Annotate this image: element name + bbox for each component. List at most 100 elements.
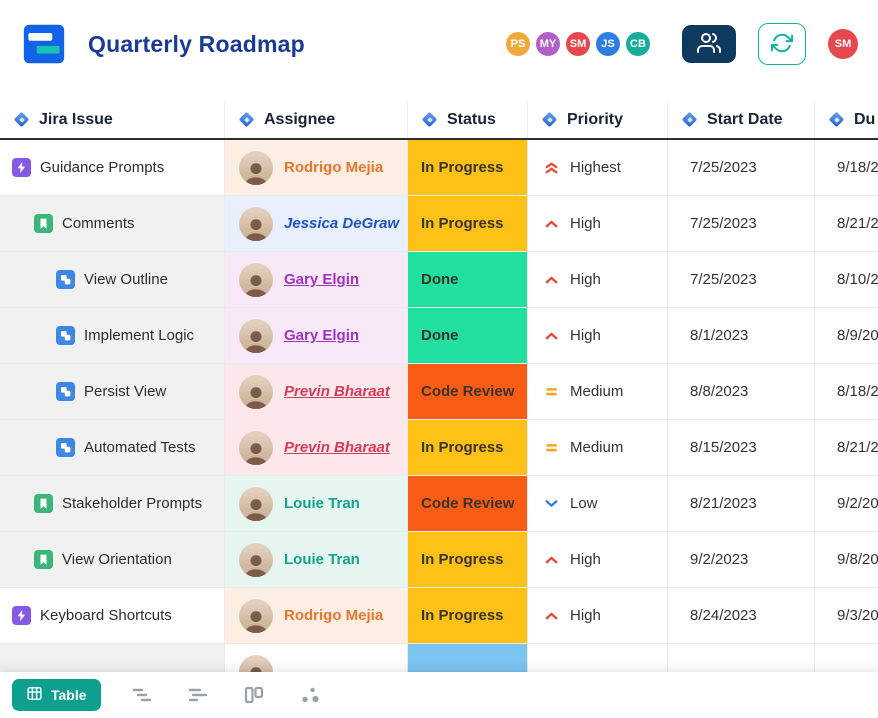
priority-icon bbox=[543, 551, 560, 568]
table-icon bbox=[26, 685, 43, 705]
collaborator-avatar[interactable]: JS bbox=[594, 30, 622, 58]
due-date-value: 9/18/2 bbox=[837, 159, 878, 176]
column-header-priority[interactable]: Priority bbox=[528, 102, 668, 138]
assignee-cell[interactable]: Previn Bharaat bbox=[225, 420, 408, 475]
jira-issue-cell[interactable]: Stakeholder Prompts bbox=[0, 476, 225, 531]
table-view-button[interactable]: Table bbox=[12, 679, 101, 711]
timeline-icon[interactable] bbox=[183, 680, 213, 710]
due-date-cell[interactable]: 8/21/2 bbox=[815, 420, 878, 475]
assignee-avatar bbox=[239, 262, 273, 297]
column-header-assignee[interactable]: Assignee bbox=[225, 102, 408, 138]
column-header-status[interactable]: Status bbox=[408, 102, 528, 138]
status-cell[interactable]: In Progress bbox=[408, 532, 528, 587]
due-date-value: 8/10/2 bbox=[837, 271, 878, 288]
status-cell[interactable]: Code Review bbox=[408, 364, 528, 419]
column-header-start-date[interactable]: Start Date bbox=[668, 102, 815, 138]
column-label: Assignee bbox=[264, 111, 336, 128]
due-date-cell[interactable]: 8/18/2 bbox=[815, 364, 878, 419]
priority-cell[interactable] bbox=[528, 644, 668, 699]
status-cell[interactable]: In Progress bbox=[408, 420, 528, 475]
priority-label: High bbox=[570, 215, 601, 232]
status-label: In Progress bbox=[421, 551, 504, 568]
collaborator-avatar[interactable]: SM bbox=[564, 30, 592, 58]
due-date-cell[interactable]: 9/18/2 bbox=[815, 140, 878, 195]
priority-cell[interactable]: High bbox=[528, 308, 668, 363]
priority-cell[interactable]: Highest bbox=[528, 140, 668, 195]
priority-cell[interactable]: High bbox=[528, 196, 668, 251]
priority-label: Medium bbox=[570, 383, 624, 400]
column-header-due-date[interactable]: Du bbox=[815, 102, 878, 138]
start-date-cell[interactable]: 8/1/2023 bbox=[668, 308, 815, 363]
status-cell[interactable]: In Progress bbox=[408, 140, 528, 195]
assignee-cell[interactable]: Rodrigo Mejia bbox=[225, 588, 408, 643]
start-date-cell[interactable]: 8/15/2023 bbox=[668, 420, 815, 475]
due-date-cell[interactable]: 9/3/20 bbox=[815, 588, 878, 643]
assignee-avatar bbox=[239, 598, 273, 633]
jira-issue-cell[interactable]: View Outline bbox=[0, 252, 225, 307]
due-date-cell[interactable]: 9/8/20 bbox=[815, 532, 878, 587]
status-cell[interactable]: Done bbox=[408, 252, 528, 307]
jira-issue-cell[interactable]: Persist View bbox=[0, 364, 225, 419]
priority-label: Highest bbox=[570, 159, 621, 176]
jira-issue-cell[interactable]: Implement Logic bbox=[0, 308, 225, 363]
jira-issue-cell[interactable]: Comments bbox=[0, 196, 225, 251]
status-cell[interactable]: Done bbox=[408, 308, 528, 363]
collaborator-avatar[interactable]: PS bbox=[504, 30, 532, 58]
start-date-cell[interactable]: 7/25/2023 bbox=[668, 252, 815, 307]
start-date-cell[interactable]: 8/21/2023 bbox=[668, 476, 815, 531]
jira-issue-cell[interactable]: Automated Tests bbox=[0, 420, 225, 475]
assignee-name: Previn Bharaat bbox=[284, 383, 390, 400]
priority-cell[interactable]: Low bbox=[528, 476, 668, 531]
assignee-avatar bbox=[239, 318, 273, 353]
status-cell[interactable]: In Progress bbox=[408, 196, 528, 251]
due-date-cell[interactable]: 9/2/20 bbox=[815, 476, 878, 531]
due-date-cell[interactable]: 8/10/2 bbox=[815, 252, 878, 307]
due-date-cell[interactable]: 8/21/2 bbox=[815, 196, 878, 251]
priority-cell[interactable]: Medium bbox=[528, 364, 668, 419]
start-date-value: 8/21/2023 bbox=[690, 495, 757, 512]
priority-cell[interactable]: High bbox=[528, 252, 668, 307]
gantt-icon[interactable] bbox=[127, 680, 157, 710]
start-date-cell[interactable]: 7/25/2023 bbox=[668, 196, 815, 251]
priority-cell[interactable]: High bbox=[528, 588, 668, 643]
assignee-cell[interactable]: Jessica DeGraw bbox=[225, 196, 408, 251]
assignee-cell[interactable]: Gary Elgin bbox=[225, 252, 408, 307]
assignee-cell[interactable]: Louie Tran bbox=[225, 476, 408, 531]
start-date-cell[interactable]: 8/24/2023 bbox=[668, 588, 815, 643]
jira-issue-cell[interactable]: Keyboard Shortcuts bbox=[0, 588, 225, 643]
assignee-name: Jessica DeGraw bbox=[284, 215, 400, 232]
assignee-cell[interactable]: Rodrigo Mejia bbox=[225, 140, 408, 195]
status-label: Code Review bbox=[421, 495, 515, 512]
network-icon[interactable] bbox=[295, 680, 325, 710]
collaborator-avatar[interactable]: MY bbox=[534, 30, 562, 58]
assignee-cell[interactable]: Louie Tran bbox=[225, 532, 408, 587]
assignee-cell[interactable]: Gary Elgin bbox=[225, 308, 408, 363]
start-date-value: 9/2/2023 bbox=[690, 551, 749, 568]
jira-issue-cell[interactable]: Guidance Prompts bbox=[0, 140, 225, 195]
priority-icon bbox=[543, 215, 560, 232]
start-date-cell[interactable]: 7/25/2023 bbox=[668, 140, 815, 195]
board-icon[interactable] bbox=[239, 680, 269, 710]
status-cell[interactable]: Code Review bbox=[408, 476, 528, 531]
assignee-cell[interactable]: Previn Bharaat bbox=[225, 364, 408, 419]
status-cell[interactable]: In Progress bbox=[408, 588, 528, 643]
share-team-button[interactable] bbox=[682, 25, 736, 63]
priority-cell[interactable]: Medium bbox=[528, 420, 668, 475]
column-header-jira-issue[interactable]: Jira Issue bbox=[0, 102, 225, 138]
jira-issue-cell[interactable]: View Orientation bbox=[0, 532, 225, 587]
start-date-cell[interactable] bbox=[668, 644, 815, 699]
header-spacer bbox=[0, 88, 878, 102]
start-date-cell[interactable]: 9/2/2023 bbox=[668, 532, 815, 587]
start-date-cell[interactable]: 8/8/2023 bbox=[668, 364, 815, 419]
due-date-cell[interactable]: 8/9/20 bbox=[815, 308, 878, 363]
current-user-avatar[interactable]: SM bbox=[828, 29, 858, 59]
issue-label: Stakeholder Prompts bbox=[62, 495, 203, 512]
assignee-avatar bbox=[239, 150, 273, 185]
sync-refresh-button[interactable] bbox=[758, 23, 806, 65]
collaborator-avatar[interactable]: CB bbox=[624, 30, 652, 58]
people-icon bbox=[697, 31, 721, 58]
field-diamond-icon bbox=[14, 112, 30, 128]
priority-cell[interactable]: High bbox=[528, 532, 668, 587]
issue-type-icon bbox=[12, 158, 31, 177]
